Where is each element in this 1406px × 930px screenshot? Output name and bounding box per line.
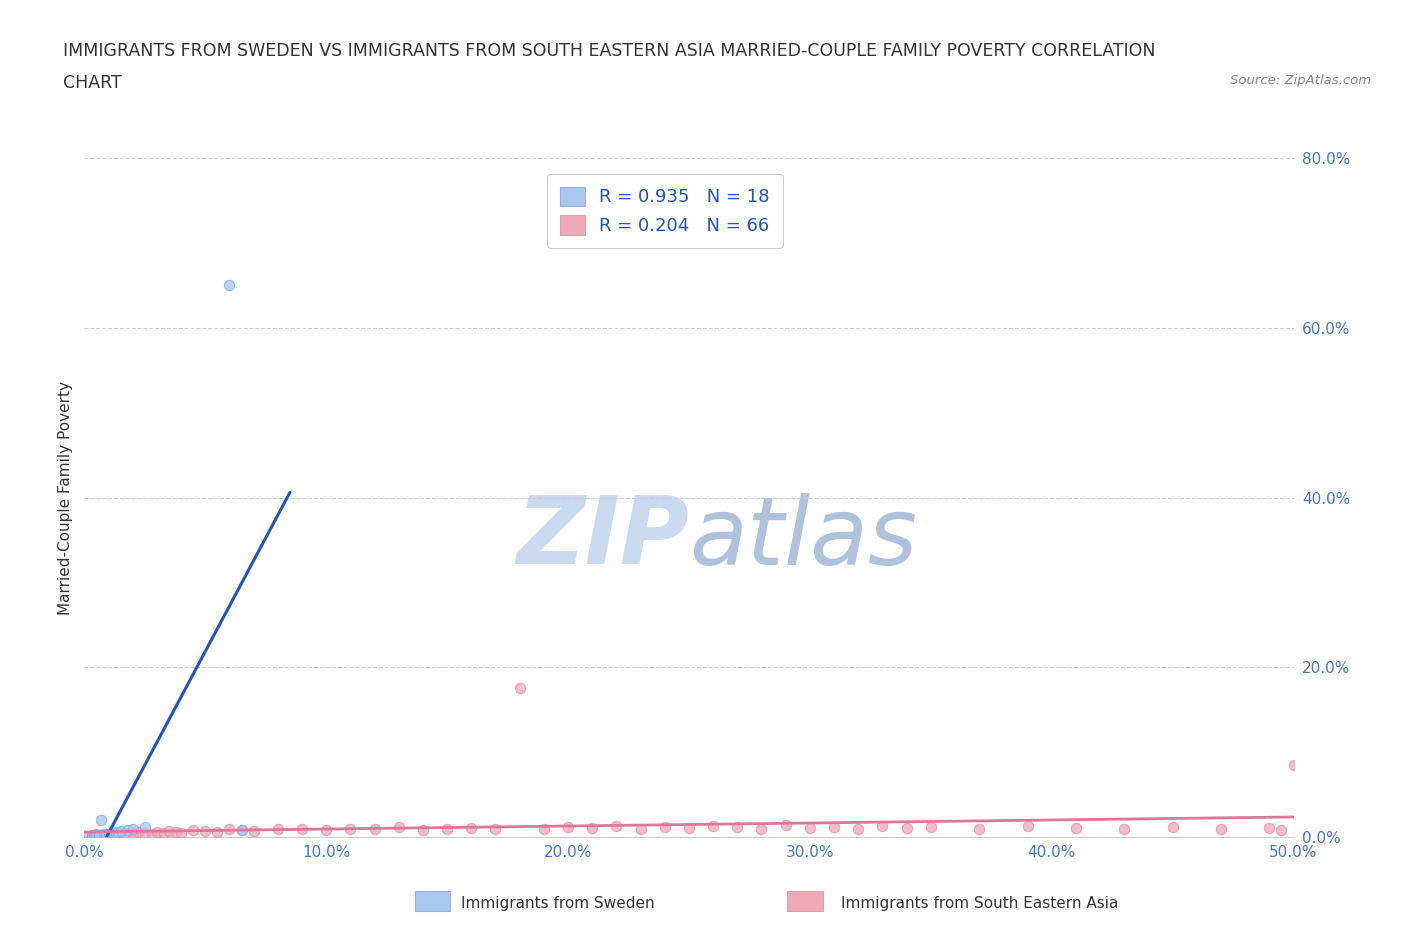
Point [218,278,240,293]
Point [153,825,176,840]
Point [823,819,845,834]
Point [967,821,990,836]
Point [1258,820,1281,835]
Point [751,821,773,836]
Point [436,821,458,836]
Point [242,824,264,839]
Point [363,822,385,837]
Point [557,819,579,834]
Point [146,825,169,840]
Point [315,823,337,838]
Point [80,828,103,843]
Point [896,820,918,835]
Point [170,825,193,840]
Point [165,825,187,840]
Point [533,821,555,836]
Point [194,824,217,839]
Point [218,822,240,837]
Legend: R = 0.935   N = 18, R = 0.204   N = 66: R = 0.935 N = 18, R = 0.204 N = 66 [547,174,783,248]
Point [1017,818,1039,833]
Text: CHART: CHART [63,74,122,92]
Point [388,819,411,834]
Point [110,826,132,841]
Point [799,820,821,835]
Point [654,819,676,834]
Point [484,822,506,837]
Point [920,819,942,834]
Point [104,825,127,840]
Text: atlas: atlas [689,493,917,584]
Point [97,826,120,841]
Point [83,829,105,844]
Point [460,820,482,835]
Point [104,827,127,842]
Point [117,823,139,838]
Point [1209,822,1232,837]
Point [1282,757,1305,772]
Point [100,826,122,841]
Point [1270,823,1292,838]
Point [97,826,120,841]
Point [509,681,531,696]
Point [872,818,894,833]
Point [127,825,149,840]
Point [231,823,253,838]
Point [83,829,105,844]
Point [103,825,125,840]
Point [80,829,103,844]
Point [93,827,115,842]
Point [86,828,108,843]
Point [846,821,869,836]
Point [231,823,253,838]
Point [134,819,156,834]
Point [267,821,290,836]
Point [87,828,110,843]
Point [93,827,115,842]
Point [103,825,125,840]
Point [725,819,748,834]
Point [110,824,132,839]
Point [100,827,122,842]
Point [77,829,100,844]
Point [87,828,110,843]
Point [678,820,700,835]
Text: ZIP: ZIP [516,492,689,584]
Point [605,818,627,833]
Point [1114,821,1136,836]
Point [291,822,314,837]
Point [121,827,143,842]
Text: IMMIGRANTS FROM SWEDEN VS IMMIGRANTS FROM SOUTH EASTERN ASIA MARRIED-COUPLE FAMI: IMMIGRANTS FROM SWEDEN VS IMMIGRANTS FRO… [63,42,1156,60]
Point [90,813,112,828]
Point [581,820,603,835]
Point [90,829,112,844]
Point [1064,820,1087,835]
Point [134,825,156,840]
Point [114,825,136,840]
Point [157,824,180,839]
Point [141,826,163,841]
Point [1161,819,1184,834]
Text: Immigrants from South Eastern Asia: Immigrants from South Eastern Asia [841,897,1118,911]
Text: Source: ZipAtlas.com: Source: ZipAtlas.com [1230,74,1371,87]
Point [775,817,797,832]
Point [630,821,652,836]
Point [339,821,361,836]
Point [181,823,204,838]
Point [121,821,143,836]
Point [86,827,108,842]
Point [94,828,117,843]
Y-axis label: Married-Couple Family Poverty: Married-Couple Family Poverty [58,380,73,615]
Text: Immigrants from Sweden: Immigrants from Sweden [461,897,655,911]
Point [107,825,129,840]
Point [94,827,117,842]
Point [702,818,724,833]
Point [207,825,229,840]
Point [412,823,434,838]
